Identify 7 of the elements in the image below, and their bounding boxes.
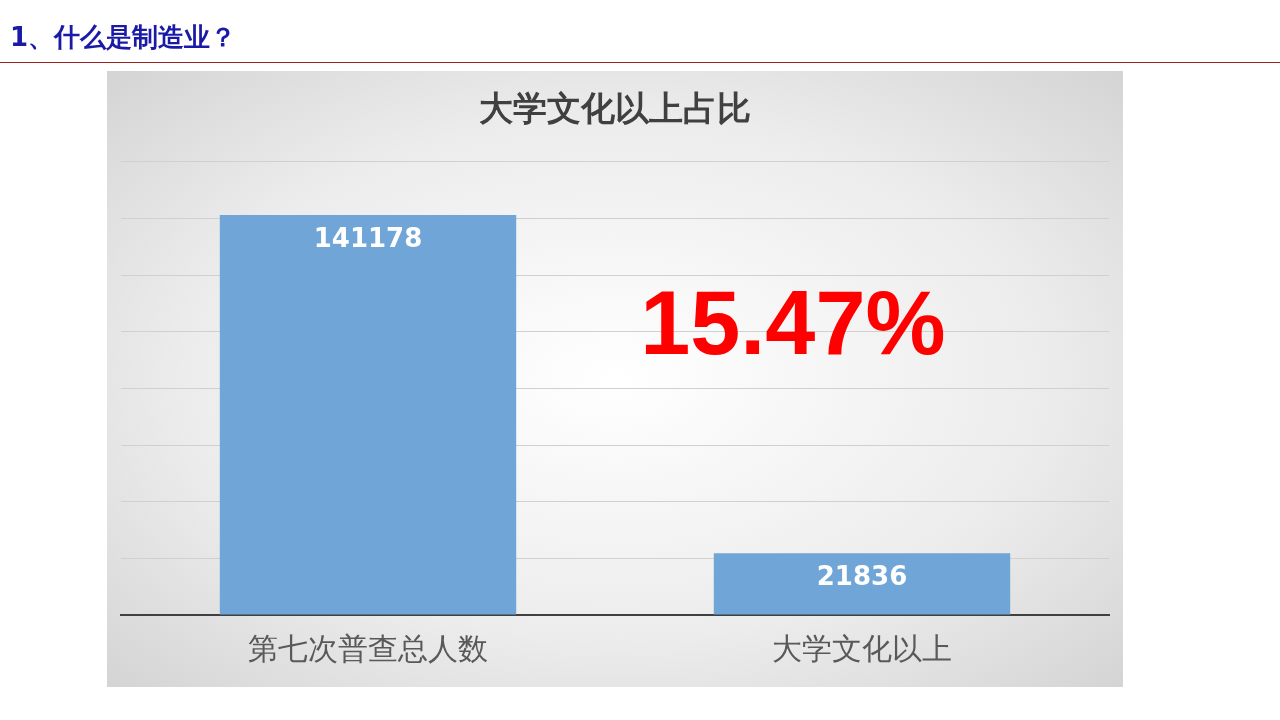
data-label: 21836 bbox=[816, 560, 908, 591]
annotation: 15.47% bbox=[640, 273, 946, 374]
data-label: 141178 bbox=[313, 222, 423, 253]
chart-subtitle: 大学文化以上占比 bbox=[479, 88, 751, 129]
chart-title: 1、什么是制造业？ bbox=[10, 21, 237, 54]
x-tick-label: 第七次普查总人数 bbox=[248, 630, 488, 666]
x-tick-label: 大学文化以上 bbox=[772, 630, 952, 666]
